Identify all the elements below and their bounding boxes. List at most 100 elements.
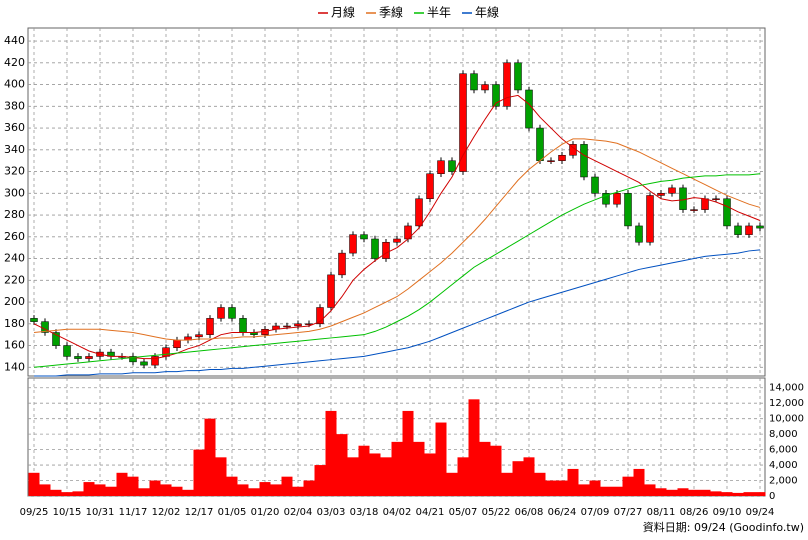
- legend-label: 年線: [475, 5, 499, 20]
- volume-bar: [611, 486, 623, 496]
- x-tick-label: 05/22: [482, 507, 511, 518]
- volume-bar: [743, 492, 755, 496]
- volume-bar: [479, 441, 491, 496]
- volume-tick-label: 2,000: [769, 476, 798, 487]
- volume-bar: [688, 489, 700, 496]
- volume-bar: [402, 410, 414, 496]
- candle-body: [668, 187, 676, 194]
- candle-body: [52, 332, 60, 346]
- moving-average-line: [33, 138, 761, 341]
- y-tick-label: 380: [4, 99, 25, 112]
- volume-bar: [160, 484, 172, 496]
- volume-bar: [380, 457, 392, 496]
- source-note: 資料日期: 09/24 (Goodinfo.tw): [643, 520, 804, 534]
- candle-body: [437, 160, 445, 174]
- candle-body: [745, 225, 753, 235]
- candle-body: [74, 356, 82, 359]
- volume-bar: [237, 484, 249, 496]
- x-tick-label: 11/17: [119, 507, 148, 518]
- legend-label: 季線: [379, 5, 403, 20]
- volume-bar: [204, 418, 216, 496]
- candle-body: [635, 225, 643, 243]
- candle-body: [360, 234, 368, 240]
- x-tick-label: 04/02: [383, 507, 412, 518]
- volume-bar: [391, 441, 403, 496]
- candle-body: [415, 198, 423, 227]
- volume-bar: [732, 492, 744, 496]
- volume-bar: [61, 492, 73, 496]
- candle-body: [547, 160, 555, 162]
- volume-bar: [567, 468, 579, 496]
- y-tick-label: 140: [4, 360, 25, 373]
- x-tick-label: 12/02: [152, 507, 181, 518]
- x-tick-label: 06/08: [515, 507, 544, 518]
- volume-bar: [347, 457, 359, 496]
- volume-bar: [556, 480, 568, 496]
- x-tick-label: 01/20: [251, 507, 280, 518]
- candle-body: [338, 252, 346, 276]
- candle-body: [481, 84, 489, 91]
- volume-bar: [292, 486, 304, 496]
- volume-bar: [314, 465, 326, 496]
- volume-tick-label: 0: [769, 491, 775, 502]
- volume-tick-label: 12,000: [769, 398, 804, 409]
- price-panel: [27, 27, 766, 377]
- legend-label: 月線: [331, 5, 355, 20]
- volume-bar: [600, 486, 612, 496]
- candle-body: [140, 361, 148, 366]
- volume-bar: [248, 488, 260, 496]
- volume-bar: [270, 484, 282, 496]
- x-tick-label: 10/31: [86, 507, 115, 518]
- candle-body: [470, 73, 478, 91]
- volume-bar: [182, 489, 194, 496]
- candle-body: [382, 241, 390, 259]
- x-tick-label: 01/05: [218, 507, 247, 518]
- candle-body: [591, 176, 599, 194]
- y-tick-label: 420: [4, 56, 25, 69]
- y-tick-label: 360: [4, 121, 25, 134]
- moving-average-line: [34, 249, 761, 377]
- y-tick-label: 200: [4, 295, 25, 308]
- volume-bar: [138, 488, 150, 496]
- x-tick-label: 03/03: [317, 507, 346, 518]
- volume-bar: [28, 472, 40, 496]
- candle-body: [558, 154, 566, 161]
- candle-body: [613, 193, 621, 205]
- candle-body: [492, 84, 500, 107]
- volume-bar: [226, 476, 238, 496]
- candle-body: [690, 209, 698, 211]
- candle-body: [503, 62, 511, 107]
- volume-bar: [39, 484, 51, 496]
- volume-bar: [358, 445, 370, 496]
- y-tick-label: 280: [4, 208, 25, 221]
- candle-body: [349, 234, 357, 254]
- x-tick-label: 08/11: [647, 507, 676, 518]
- candle-body: [459, 73, 467, 172]
- volume-tick-label: 6,000: [769, 445, 798, 456]
- x-tick-label: 07/09: [581, 507, 610, 518]
- volume-tick-label: 14,000: [769, 383, 804, 394]
- x-tick-label: 02/04: [284, 507, 313, 518]
- candle-body: [734, 225, 742, 235]
- x-tick-label: 06/24: [548, 507, 577, 518]
- candle-body: [514, 62, 522, 91]
- volume-bar: [655, 488, 667, 496]
- candle-body: [239, 318, 247, 333]
- candle-body: [162, 347, 170, 357]
- x-tick-label: 04/21: [416, 507, 445, 518]
- y-tick-label: 440: [4, 34, 25, 47]
- x-tick-label: 09/10: [713, 507, 742, 518]
- x-tick-label: 03/18: [350, 507, 379, 518]
- volume-bar: [259, 482, 271, 496]
- volume-bar: [677, 488, 689, 496]
- y-tick-label: 340: [4, 143, 25, 156]
- y-tick-label: 260: [4, 230, 25, 243]
- volume-tick-label: 10,000: [769, 414, 804, 425]
- volume-bar: [72, 491, 84, 496]
- candle-body: [393, 238, 401, 243]
- volume-bar: [149, 480, 161, 496]
- volume-bar: [127, 476, 139, 496]
- volume-bar: [435, 422, 447, 496]
- candle-body: [624, 193, 632, 227]
